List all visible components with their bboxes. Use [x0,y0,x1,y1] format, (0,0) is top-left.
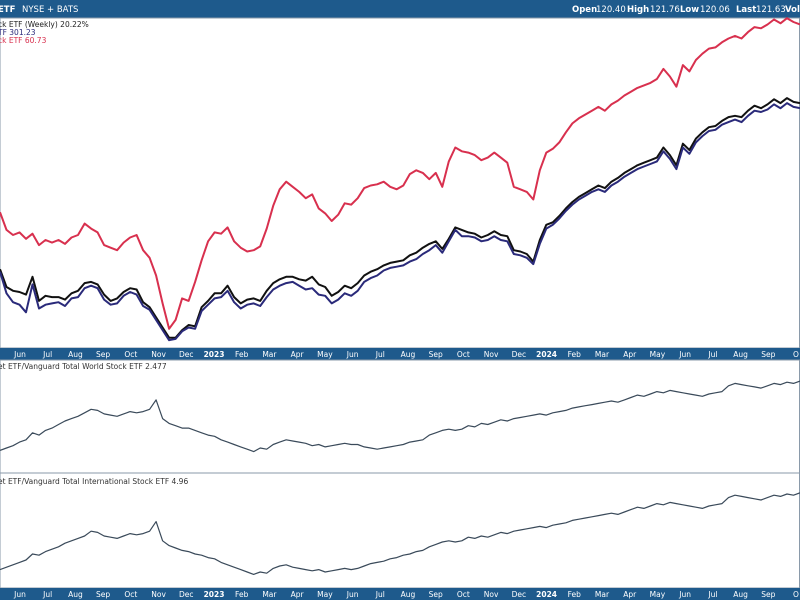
header-symbol: ETF [0,5,16,15]
time-tick-label: Jun [13,350,26,359]
time-tick-label: Apr [623,350,637,359]
time-axis-1: Jun Jul Aug Sep Oct Nov Dec 2023 Feb Mar Apr May Jun… [13,350,799,359]
time-tick-label: Sep [96,590,110,599]
time-tick-label: Dec [179,350,194,359]
time-tick-label: Mar [595,590,610,599]
time-tick-label: Jun [13,590,26,599]
time-tick-label: May [650,350,666,359]
time-tick-label: O [793,350,799,359]
time-tick-label: Feb [235,590,249,599]
time-axis-bar-1 [0,348,800,360]
price-series-line-1 [0,97,800,339]
last-label: Last [736,5,756,15]
time-tick-label: Feb [568,590,582,599]
price-panel [0,17,800,349]
ratio-world-panel [0,359,800,474]
ratio-world-label: et ETF/Vanguard Total World Stock ETF 2.… [0,362,167,371]
low-label: Low [680,5,699,15]
open-value: 120.40 [596,5,626,15]
header-exchange: NYSE + BATS [22,5,78,15]
ratio-international-label: et ETF/Vanguard Total International Stoc… [0,477,188,486]
price-series-line-3 [0,17,800,330]
time-tick-label: Jul [375,590,385,599]
last-value: 121.63 [756,5,786,15]
open-label: Open [572,5,597,15]
legend-line-3: ck ETF 60.73 [0,36,47,45]
time-tick-label: Sep [429,350,443,359]
time-tick-label: Aug [68,590,83,599]
time-tick-label: Oct [457,350,470,359]
time-tick-label: Oct [124,350,137,359]
high-value: 121.76 [650,5,680,15]
time-tick-label: Dec [512,350,527,359]
ratio-international-panel [0,472,800,589]
ratio-world-series-group [0,380,800,453]
time-tick-label: Mar [595,350,610,359]
header-bar [0,0,800,18]
time-tick-label: Oct [457,590,470,599]
time-tick-label: Nov [151,350,166,359]
price-series-line-2 [0,102,800,342]
time-tick-label: Sep [761,350,775,359]
time-tick-label: Jun [678,590,691,599]
time-tick-label: Dec [179,590,194,599]
time-tick-label: Nov [484,590,499,599]
time-tick-label: Mar [262,590,277,599]
time-tick-label: Aug [733,590,748,599]
volume-label: Volu [785,5,800,15]
price-series-group [0,17,800,342]
time-tick-label: Jul [42,590,52,599]
time-tick-label: Feb [235,350,249,359]
time-tick-label: Oct [124,590,137,599]
time-tick-label: May [317,590,333,599]
time-axis-2: Jun Jul Aug Sep Oct Nov Dec 2023 Feb Mar Apr May Jun… [13,590,799,599]
time-tick-label: 2023 [204,350,225,359]
time-tick-label: Mar [262,350,277,359]
time-tick-label: Dec [512,590,527,599]
time-tick-label: Aug [401,590,416,599]
time-tick-label: Sep [429,590,443,599]
time-tick-label: Aug [733,350,748,359]
high-label: High [627,5,649,15]
legend-line-1: ck ETF (Weekly) 20.22% [0,20,89,29]
time-tick-label: Apr [623,590,637,599]
time-tick-label: Feb [568,350,582,359]
time-tick-label: May [317,350,333,359]
time-tick-label: Aug [68,350,83,359]
time-tick-label: 2024 [536,590,557,599]
low-value: 120.06 [700,5,730,15]
time-tick-label: 2024 [536,350,557,359]
time-tick-label: Sep [761,590,775,599]
time-tick-label: Sep [96,350,110,359]
time-tick-label: Jul [707,590,717,599]
time-tick-label: O [793,590,799,599]
time-tick-label: Jul [707,350,717,359]
ratio-international-series-group [0,492,800,576]
time-tick-label: 2023 [204,590,225,599]
ratio-world-series-line-1 [0,380,800,453]
time-axis-bar-2 [0,588,800,600]
time-tick-label: Jul [42,350,52,359]
time-tick-label: Apr [291,590,305,599]
time-tick-label: Jun [346,590,359,599]
time-tick-label: Apr [291,350,305,359]
ratio-international-series-line-1 [0,492,800,576]
time-tick-label: Aug [401,350,416,359]
time-tick-label: Nov [151,590,166,599]
time-tick-label: Jun [678,350,691,359]
time-tick-label: May [650,590,666,599]
time-tick-label: Jul [375,350,385,359]
legend-line-2: TF 301.23 [0,28,36,37]
time-tick-label: Jun [346,350,359,359]
time-tick-label: Nov [484,350,499,359]
